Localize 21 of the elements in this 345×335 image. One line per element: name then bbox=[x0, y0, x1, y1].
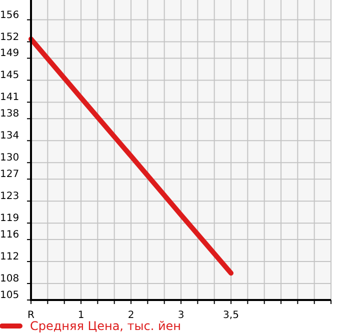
y-tick-label: 152 bbox=[0, 32, 20, 43]
y-tick-label: 149 bbox=[0, 48, 20, 60]
x-tick-label: R bbox=[28, 310, 35, 321]
y-tick-label: 112 bbox=[0, 252, 20, 263]
x-tick-label: 3,5 bbox=[223, 310, 239, 321]
y-tick-label: 116 bbox=[0, 230, 20, 241]
y-tick-label: 134 bbox=[0, 130, 20, 142]
y-tick-label: 141 bbox=[0, 92, 20, 104]
x-tick-label: 3 bbox=[178, 310, 184, 321]
y-tick-label: 127 bbox=[0, 169, 20, 180]
y-tick-label: 123 bbox=[0, 191, 20, 202]
legend-label: Средняя Цена, тыс. йен bbox=[30, 319, 182, 333]
y-tick-label: 156 bbox=[0, 10, 20, 21]
x-tick-label: 2 bbox=[128, 310, 134, 321]
y-tick-label: 119 bbox=[0, 213, 20, 224]
x-tick-label: 1 bbox=[78, 310, 84, 321]
y-tick-label: 108 bbox=[0, 274, 20, 285]
y-tick-label: 130 bbox=[0, 152, 20, 164]
y-tick-label: 105 bbox=[0, 290, 20, 301]
y-tick-label: 138 bbox=[0, 108, 20, 120]
y-tick-label: 145 bbox=[0, 70, 20, 82]
